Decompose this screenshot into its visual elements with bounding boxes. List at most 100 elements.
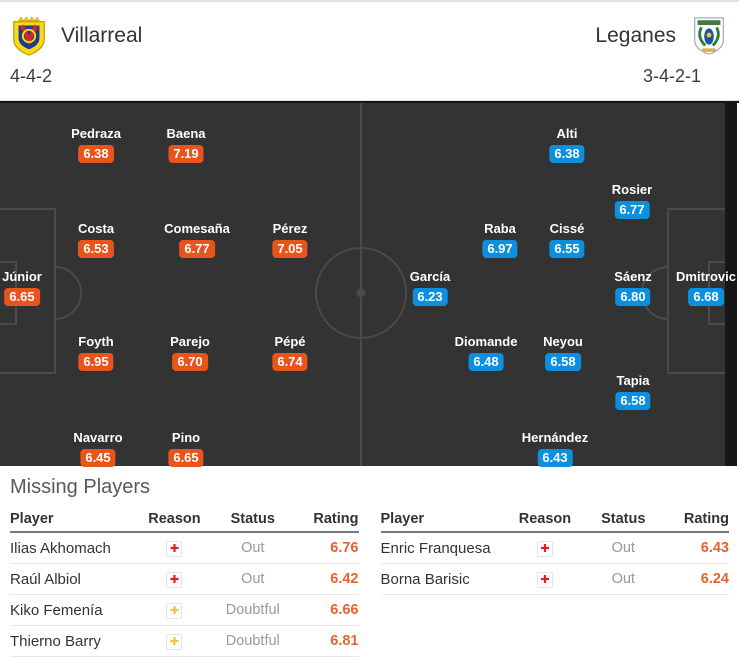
missing-player-row[interactable]: Enric Franquesa ✚ Out 6.43 (380, 533, 729, 564)
player-name: Comesaña (164, 221, 230, 236)
missing-player-row[interactable]: Borna Barisic ✚ Out 6.24 (380, 564, 729, 595)
player-rating-badge: 6.80 (615, 288, 651, 306)
player-marker[interactable]: Rosier 6.77 (612, 182, 652, 219)
player-marker[interactable]: Baena 7.19 (166, 126, 206, 163)
missing-table-home: Player Reason Status Rating Ilias Akhomach ✚ O… (10, 507, 359, 657)
rating-value: 6.24 (700, 571, 729, 587)
rating-value: 6.66 (330, 602, 359, 618)
player-rating-badge: 7.05 (272, 240, 308, 258)
home-team-block: Villarreal 4-4-2 (10, 15, 142, 100)
player-marker[interactable]: Dmitrovic 6.68 (676, 269, 736, 306)
status-text: Out (241, 571, 265, 587)
player-name: García (409, 269, 451, 284)
missing-players-section: Missing Players Player Reason Status Rating… (0, 476, 739, 657)
player-marker[interactable]: Navarro 6.45 (73, 430, 123, 467)
red-cross-icon: ✚ (536, 541, 553, 558)
player-rating-badge: 6.95 (78, 353, 114, 371)
column-header-player: Player (380, 511, 425, 527)
player-rating-badge: 6.77 (179, 240, 215, 258)
villarreal-crest-icon (10, 15, 48, 57)
player-rating-badge: 6.77 (614, 201, 650, 219)
player-name: Júnior (2, 269, 42, 284)
home-formation: 4-4-2 (10, 66, 53, 86)
player-name: Pino (171, 430, 201, 445)
player-name: Alti (556, 126, 578, 141)
status-text: Out (241, 540, 265, 556)
player-rating-badge: 6.43 (537, 449, 573, 467)
column-header-status: Status (230, 511, 275, 527)
column-header-reason: Reason (518, 511, 572, 527)
player-name: Foyth (78, 334, 114, 349)
player-marker[interactable]: Costa 6.53 (78, 221, 114, 258)
missing-player-row[interactable]: Kiko Femenía ✚ Doubtful 6.66 (10, 595, 359, 626)
missing-player-name: Kiko Femenía (10, 601, 103, 619)
column-header-rating: Rating (313, 511, 359, 527)
player-rating-badge: 6.53 (78, 240, 114, 258)
status-text: Out (611, 571, 635, 587)
player-rating-badge: 6.58 (545, 353, 581, 371)
table-header-row: Player Reason Status Rating (380, 507, 729, 533)
match-header: Villarreal 4-4-2 Leganes 3-4-2-1 (0, 2, 739, 101)
player-marker[interactable]: Tapia 6.58 (615, 373, 651, 410)
player-marker[interactable]: Cissé 6.55 (549, 221, 585, 258)
player-marker[interactable]: Neyou 6.58 (543, 334, 583, 371)
player-name: Pérez (272, 221, 308, 236)
player-marker[interactable]: Júnior 6.65 (2, 269, 42, 306)
missing-player-row[interactable]: Thierno Barry ✚ Doubtful 6.81 (10, 626, 359, 657)
missing-player-row[interactable]: Raúl Albiol ✚ Out 6.42 (10, 564, 359, 595)
player-name: Raba (484, 221, 516, 236)
player-rating-badge: 6.55 (549, 240, 585, 258)
player-name: Tapia (616, 373, 650, 388)
player-marker[interactable]: Pépé 6.74 (272, 334, 308, 371)
player-rating-badge: 6.58 (615, 392, 651, 410)
player-name: Neyou (543, 334, 583, 349)
player-marker[interactable]: Foyth 6.95 (78, 334, 114, 371)
home-team-name[interactable]: Villarreal (61, 24, 143, 47)
player-marker[interactable]: Raba 6.97 (482, 221, 518, 258)
pitch: Júnior 6.65 Pedraza 6.38 Costa 6.53 Foyth 6.95 N… (0, 101, 739, 467)
away-team-name[interactable]: Leganes (595, 24, 676, 47)
player-marker[interactable]: Pedraza 6.38 (71, 126, 121, 163)
player-name: Parejo (170, 334, 210, 349)
player-rating-badge: 6.97 (482, 240, 518, 258)
player-name: Sáenz (614, 269, 652, 284)
player-marker[interactable]: Comesaña 6.77 (164, 221, 230, 258)
red-cross-icon: ✚ (166, 572, 183, 589)
player-rating-badge: 6.23 (412, 288, 448, 306)
player-rating-badge: 6.38 (78, 145, 114, 163)
column-header-player: Player (10, 511, 54, 527)
player-rating-badge: 6.48 (468, 353, 504, 371)
player-marker[interactable]: Hernández 6.43 (522, 430, 588, 467)
yellow-cross-icon: ✚ (166, 634, 183, 651)
missing-player-name: Thierno Barry (10, 632, 101, 650)
red-cross-icon: ✚ (536, 572, 553, 589)
player-name: Diomande (454, 334, 518, 349)
player-name: Rosier (611, 182, 653, 197)
yellow-cross-icon: ✚ (166, 603, 183, 620)
column-header-rating: Rating (683, 511, 729, 527)
player-name: Pedraza (71, 126, 121, 141)
missing-player-name: Raúl Albiol (10, 570, 81, 588)
player-name: Cissé (549, 221, 585, 236)
player-name: Hernández (521, 430, 589, 445)
player-name: Navarro (73, 430, 123, 445)
player-marker[interactable]: Diomande 6.48 (454, 334, 518, 371)
player-marker[interactable]: Pérez 7.05 (272, 221, 308, 258)
player-marker[interactable]: Alti 6.38 (549, 126, 585, 163)
player-marker[interactable]: García 6.23 (410, 269, 450, 306)
missing-player-name: Enric Franquesa (380, 539, 491, 557)
player-rating-badge: 6.70 (172, 353, 208, 371)
player-marker[interactable]: Pino 6.65 (168, 430, 204, 467)
rating-value: 6.43 (700, 540, 729, 556)
player-rating-badge: 6.38 (549, 145, 585, 163)
player-marker[interactable]: Sáenz 6.80 (614, 269, 652, 306)
player-marker[interactable]: Parejo 6.70 (170, 334, 210, 371)
player-rating-badge: 6.74 (272, 353, 308, 371)
missing-player-name: Borna Barisic (380, 570, 470, 588)
player-name: Costa (77, 221, 115, 236)
away-team-block: Leganes 3-4-2-1 (595, 15, 729, 100)
player-rating-badge: 6.65 (168, 449, 204, 467)
rating-value: 6.81 (330, 633, 359, 649)
away-formation: 3-4-2-1 (642, 66, 701, 86)
missing-player-row[interactable]: Ilias Akhomach ✚ Out 6.76 (10, 533, 359, 564)
